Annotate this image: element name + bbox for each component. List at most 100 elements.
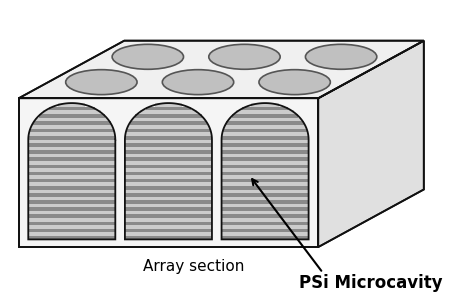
Bar [28,140,115,143]
Bar [222,136,309,140]
Bar [222,132,308,136]
Text: Array section: Array section [144,259,245,274]
Bar [132,118,205,121]
Bar [221,154,309,158]
Bar [221,189,309,193]
Bar [28,236,115,239]
Bar [125,147,212,150]
Bar [28,158,115,161]
Bar [155,103,182,107]
Bar [125,218,212,222]
Bar [28,182,115,186]
Bar [221,215,309,218]
Bar [49,107,95,110]
Bar [125,200,212,204]
Bar [221,204,309,207]
Bar [28,207,115,211]
Bar [125,236,212,239]
Bar [28,189,115,193]
Bar [125,193,212,197]
Bar [125,204,212,207]
Bar [58,103,85,107]
Bar [125,158,212,161]
Bar [221,186,309,189]
Polygon shape [18,41,424,98]
Text: PSi Microcavity: PSi Microcavity [299,274,443,292]
Ellipse shape [209,44,280,69]
Ellipse shape [305,44,377,69]
Bar [125,225,212,229]
Bar [29,132,115,136]
Bar [36,118,108,121]
Bar [28,222,115,225]
Bar [125,175,212,179]
Bar [28,193,115,197]
Bar [125,136,212,140]
Bar [125,197,212,200]
Bar [221,147,309,150]
Bar [28,197,115,200]
Bar [28,200,115,204]
Bar [221,236,309,239]
Bar [221,165,309,168]
Bar [125,143,212,147]
Bar [43,110,100,114]
Bar [28,147,115,150]
Bar [28,143,115,147]
Bar [28,186,115,189]
Bar [125,179,212,182]
Bar [28,150,115,154]
Bar [229,118,301,121]
Bar [221,207,309,211]
Bar [221,229,309,232]
Bar [221,140,309,143]
Bar [128,125,209,129]
Bar [221,150,309,154]
Bar [221,158,309,161]
Ellipse shape [112,44,183,69]
Bar [33,121,110,125]
Bar [28,225,115,229]
Polygon shape [18,98,318,247]
Bar [221,232,309,236]
Bar [28,154,115,158]
Bar [242,107,288,110]
Bar [221,211,309,215]
Bar [28,204,115,207]
Bar [28,165,115,168]
Bar [221,168,309,172]
Bar [125,150,212,154]
Bar [221,197,309,200]
Bar [223,129,307,132]
Bar [125,165,212,168]
Bar [224,125,306,129]
Bar [28,232,115,236]
Bar [28,161,115,165]
Bar [126,129,210,132]
Ellipse shape [66,70,137,95]
Bar [39,114,105,118]
Bar [226,121,304,125]
Bar [125,189,212,193]
Bar [125,182,212,186]
Bar [28,175,115,179]
Bar [221,161,309,165]
Bar [221,182,309,186]
Bar [237,110,294,114]
Bar [31,125,112,129]
Ellipse shape [162,70,234,95]
Bar [28,211,115,215]
Bar [140,110,197,114]
Bar [146,107,191,110]
Bar [28,218,115,222]
Bar [221,179,309,182]
Bar [125,186,212,189]
Bar [221,172,309,175]
Bar [221,193,309,197]
Bar [125,229,212,232]
Bar [125,161,212,165]
Bar [125,207,212,211]
Bar [28,168,115,172]
Bar [221,175,309,179]
Bar [221,200,309,204]
